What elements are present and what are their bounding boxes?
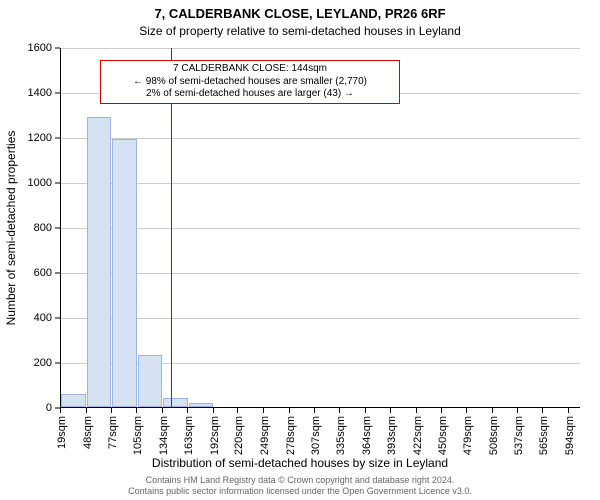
x-tick-mark [339, 408, 340, 413]
x-tick-mark [492, 408, 493, 413]
footer-text: Contains HM Land Registry data © Crown c… [0, 475, 600, 496]
gridline [61, 138, 580, 139]
histogram-bar [189, 403, 214, 408]
y-tick-label: 600 [0, 267, 52, 279]
x-tick-mark [263, 408, 264, 413]
x-tick-mark [390, 408, 391, 413]
x-tick-mark [162, 408, 163, 413]
x-tick-mark [187, 408, 188, 413]
x-tick-label: 594sqm [564, 416, 576, 455]
x-tick-label: 364sqm [361, 416, 373, 455]
x-tick-label: 77sqm [107, 416, 119, 449]
x-tick-mark [86, 408, 87, 413]
x-tick-label: 134sqm [158, 416, 170, 455]
gridline [61, 228, 580, 229]
y-tick-mark [55, 183, 60, 184]
y-tick-label: 1600 [0, 42, 52, 54]
gridline [61, 318, 580, 319]
x-tick-label: 105sqm [132, 416, 144, 455]
callout-line2: ← 98% of semi-detached houses are smalle… [107, 76, 393, 89]
x-tick-label: 48sqm [82, 416, 94, 449]
callout-line1: 7 CALDERBANK CLOSE: 144sqm [107, 63, 393, 76]
y-tick-label: 1000 [0, 177, 52, 189]
x-tick-label: 220sqm [233, 416, 245, 455]
footer-line2: Contains public sector information licen… [0, 486, 600, 496]
x-tick-label: 192sqm [209, 416, 221, 455]
histogram-bar [112, 139, 137, 407]
x-tick-label: 508sqm [488, 416, 500, 455]
x-tick-mark [517, 408, 518, 413]
footer-line1: Contains HM Land Registry data © Crown c… [0, 475, 600, 485]
x-tick-mark [416, 408, 417, 413]
y-tick-mark [55, 138, 60, 139]
gridline [61, 183, 580, 184]
x-tick-label: 163sqm [183, 416, 195, 455]
x-tick-label: 249sqm [259, 416, 271, 455]
y-tick-mark [55, 93, 60, 94]
x-tick-label: 307sqm [310, 416, 322, 455]
y-tick-label: 0 [0, 402, 52, 414]
x-tick-mark [466, 408, 467, 413]
x-tick-mark [60, 408, 61, 413]
y-tick-mark [55, 48, 60, 49]
x-tick-mark [237, 408, 238, 413]
x-tick-label: 565sqm [538, 416, 550, 455]
callout-line3: 2% of semi-detached houses are larger (4… [107, 88, 393, 101]
y-tick-label: 800 [0, 222, 52, 234]
callout-box: 7 CALDERBANK CLOSE: 144sqm ← 98% of semi… [100, 60, 400, 104]
y-tick-mark [55, 318, 60, 319]
histogram-bar [163, 398, 188, 407]
x-tick-mark [365, 408, 366, 413]
y-tick-label: 1400 [0, 87, 52, 99]
gridline [61, 48, 580, 49]
x-tick-label: 278sqm [285, 416, 297, 455]
histogram-bar [138, 355, 163, 407]
x-tick-mark [136, 408, 137, 413]
x-tick-label: 422sqm [412, 416, 424, 455]
y-tick-label: 200 [0, 357, 52, 369]
y-tick-mark [55, 273, 60, 274]
histogram-bar [87, 117, 112, 407]
x-axis-label: Distribution of semi-detached houses by … [0, 456, 600, 470]
x-tick-mark [542, 408, 543, 413]
histogram-bar [61, 394, 86, 408]
y-tick-label: 400 [0, 312, 52, 324]
y-tick-label: 1200 [0, 132, 52, 144]
x-tick-label: 537sqm [513, 416, 525, 455]
x-tick-mark [111, 408, 112, 413]
x-tick-mark [289, 408, 290, 413]
x-tick-label: 479sqm [462, 416, 474, 455]
x-tick-mark [314, 408, 315, 413]
chart-title: 7, CALDERBANK CLOSE, LEYLAND, PR26 6RF [0, 6, 600, 21]
x-tick-mark [213, 408, 214, 413]
gridline [61, 273, 580, 274]
x-tick-label: 393sqm [386, 416, 398, 455]
x-tick-mark [441, 408, 442, 413]
y-tick-mark [55, 228, 60, 229]
x-tick-label: 335sqm [335, 416, 347, 455]
x-tick-label: 19sqm [56, 416, 68, 449]
x-tick-label: 450sqm [437, 416, 449, 455]
chart-subtitle: Size of property relative to semi-detach… [0, 24, 600, 38]
y-tick-mark [55, 363, 60, 364]
x-tick-mark [568, 408, 569, 413]
